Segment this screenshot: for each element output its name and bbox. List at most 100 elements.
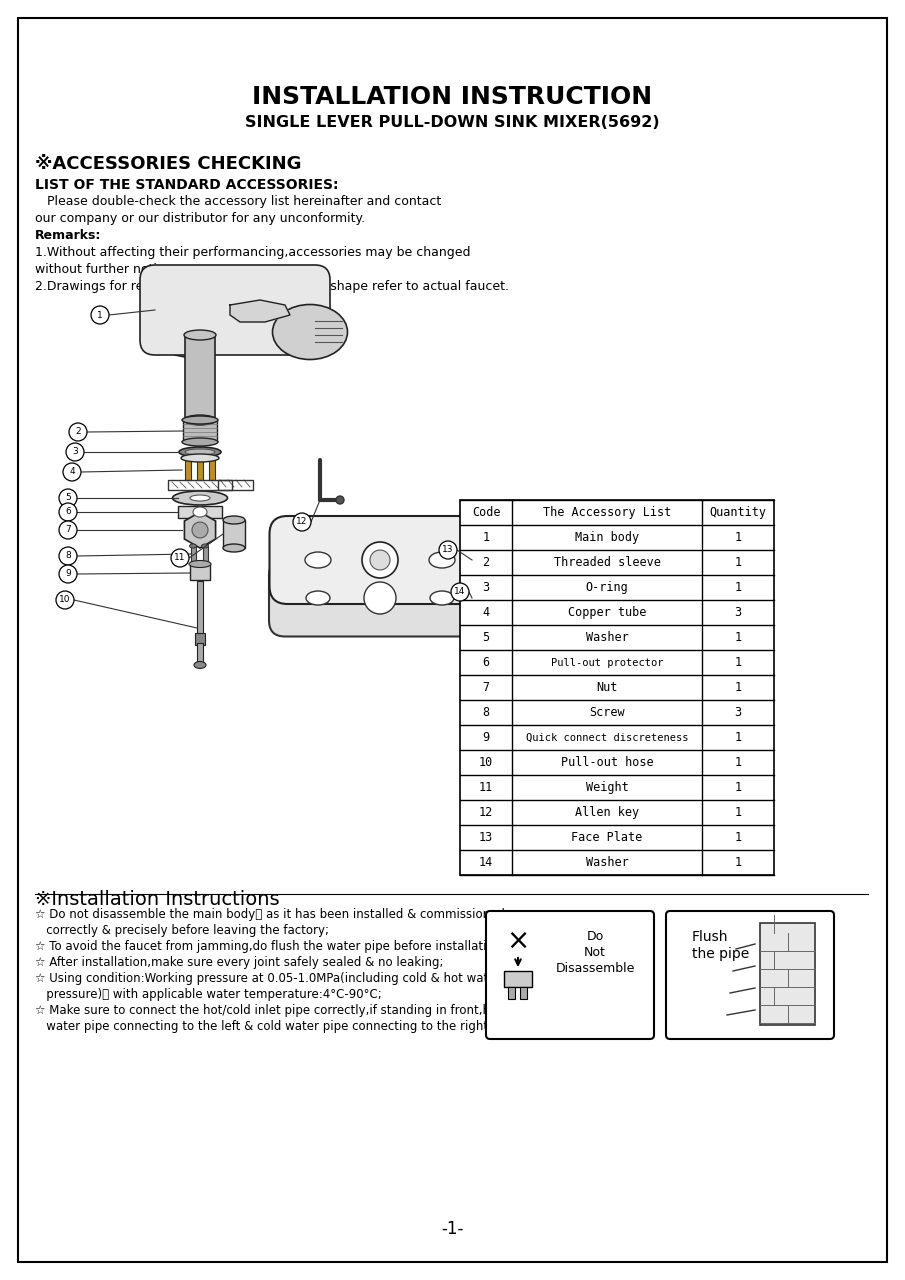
Text: 5: 5 [482, 631, 490, 644]
Text: 10: 10 [59, 595, 71, 604]
Ellipse shape [306, 591, 330, 605]
Text: Washer: Washer [586, 856, 628, 869]
Ellipse shape [194, 662, 206, 668]
Text: 11: 11 [479, 781, 493, 794]
Circle shape [66, 443, 84, 461]
Ellipse shape [223, 544, 245, 552]
Text: 2: 2 [482, 556, 490, 570]
Bar [223, 520, 245, 548]
Text: Please double-check the accessory list hereinafter and contact: Please double-check the accessory list h… [35, 195, 442, 207]
Circle shape [56, 591, 74, 609]
Text: pressure)， with applicable water temperature:4°C-90°C;: pressure)， with applicable water tempera… [35, 988, 382, 1001]
Ellipse shape [184, 415, 216, 425]
Text: Washer: Washer [586, 631, 628, 644]
Ellipse shape [182, 416, 218, 424]
Text: 8: 8 [65, 552, 71, 561]
Bar [203, 547, 208, 562]
Text: 1: 1 [735, 631, 741, 644]
Text: 1: 1 [735, 531, 741, 544]
Text: 1: 1 [735, 856, 741, 869]
Bar [520, 987, 527, 998]
Bar [185, 458, 191, 480]
Text: Do
Not
Disassemble: Do Not Disassemble [556, 931, 634, 975]
Text: Code: Code [472, 506, 500, 518]
Circle shape [364, 582, 396, 614]
Text: Quick connect discreteness: Quick connect discreteness [526, 732, 688, 742]
Text: 3: 3 [735, 707, 741, 719]
Text: 3: 3 [482, 581, 490, 594]
Bar [168, 480, 232, 490]
Bar [197, 581, 203, 635]
Ellipse shape [189, 561, 211, 567]
Bar [760, 923, 815, 1025]
Text: 5: 5 [65, 494, 71, 503]
Text: 14: 14 [454, 588, 466, 596]
Bar [197, 458, 203, 480]
Text: 1: 1 [735, 731, 741, 744]
Bar [197, 643, 203, 666]
Bar [504, 972, 532, 987]
Text: Nut: Nut [596, 681, 618, 694]
Text: -1-: -1- [441, 1220, 463, 1238]
Text: ×: × [507, 927, 529, 955]
Ellipse shape [189, 544, 196, 548]
Ellipse shape [185, 449, 215, 454]
Ellipse shape [179, 447, 221, 457]
Text: 2.Drawings for reference only，  Product size & shape refer to actual faucet.: 2.Drawings for reference only， Product s… [35, 280, 509, 293]
Text: 8: 8 [482, 707, 490, 719]
Text: Allen key: Allen key [575, 806, 639, 819]
Text: 4: 4 [482, 605, 490, 620]
Text: 13: 13 [443, 545, 453, 554]
Text: 7: 7 [65, 526, 71, 535]
Text: Face Plate: Face Plate [571, 831, 643, 844]
Bar [190, 564, 210, 580]
Text: ☆ Using condition:Working pressure at 0.05-1.0MPa(including cold & hot water: ☆ Using condition:Working pressure at 0.… [35, 972, 500, 986]
Text: ☆ After installation,make sure every joint safely sealed & no leaking;: ☆ After installation,make sure every joi… [35, 956, 443, 969]
Ellipse shape [193, 507, 207, 517]
Ellipse shape [202, 544, 208, 548]
Circle shape [336, 495, 344, 504]
FancyBboxPatch shape [666, 911, 834, 1039]
Circle shape [192, 522, 208, 538]
Text: 1.Without affecting their performancing,accessories may be changed: 1.Without affecting their performancing,… [35, 246, 471, 259]
Ellipse shape [429, 552, 455, 568]
Text: Main body: Main body [575, 531, 639, 544]
Circle shape [69, 422, 87, 442]
Circle shape [59, 547, 77, 564]
Ellipse shape [182, 438, 218, 445]
Text: 6: 6 [65, 507, 71, 517]
Bar [218, 480, 253, 490]
Circle shape [59, 489, 77, 507]
Text: 1: 1 [735, 831, 741, 844]
Text: correctly & precisely before leaving the factory;: correctly & precisely before leaving the… [35, 924, 329, 937]
Text: ☆ To avoid the faucet from jamming,do flush the water pipe before installation;: ☆ To avoid the faucet from jamming,do fl… [35, 940, 505, 954]
Ellipse shape [272, 305, 348, 360]
Circle shape [63, 463, 81, 481]
Bar [209, 458, 215, 480]
Text: Quantity: Quantity [710, 506, 767, 518]
Text: our company or our distributor for any unconformity.: our company or our distributor for any u… [35, 212, 365, 225]
Text: O-ring: O-ring [586, 581, 628, 594]
Text: water pipe connecting to the left & cold water pipe connecting to the right.: water pipe connecting to the left & cold… [35, 1020, 492, 1033]
Text: 1: 1 [97, 311, 103, 320]
Text: 2: 2 [75, 428, 81, 436]
Circle shape [91, 306, 109, 324]
Text: LIST OF THE STANDARD ACCESSORIES:: LIST OF THE STANDARD ACCESSORIES: [35, 178, 338, 192]
Bar [178, 506, 222, 518]
Text: 4: 4 [69, 467, 75, 476]
Ellipse shape [430, 591, 454, 605]
Text: without further notice;: without further notice; [35, 262, 176, 276]
Text: 14: 14 [479, 856, 493, 869]
Ellipse shape [181, 454, 219, 462]
Text: The Accessory List: The Accessory List [543, 506, 672, 518]
Text: 11: 11 [175, 553, 186, 562]
Text: ※ACCESSORIES CHECKING: ※ACCESSORIES CHECKING [35, 155, 301, 173]
Circle shape [59, 564, 77, 582]
Text: 6: 6 [482, 655, 490, 669]
Circle shape [293, 513, 311, 531]
Text: 7: 7 [482, 681, 490, 694]
Text: Screw: Screw [589, 707, 624, 719]
Text: Threaded sleeve: Threaded sleeve [554, 556, 661, 570]
Text: 1: 1 [735, 556, 741, 570]
Circle shape [439, 541, 457, 559]
